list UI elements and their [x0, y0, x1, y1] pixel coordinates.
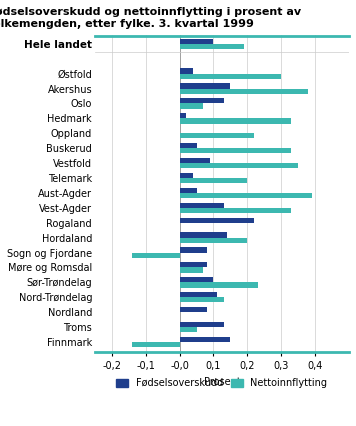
Bar [179, 133, 254, 138]
Bar [179, 238, 247, 243]
Bar [179, 203, 224, 208]
Bar [179, 74, 281, 79]
Bar [179, 163, 298, 168]
Bar [179, 233, 227, 238]
Bar [179, 193, 312, 198]
Bar [179, 208, 292, 213]
Bar [179, 104, 203, 109]
Bar [179, 277, 214, 282]
Bar [179, 98, 224, 104]
Bar [179, 282, 257, 288]
X-axis label: Prosent: Prosent [204, 377, 240, 387]
Bar [179, 44, 244, 49]
Bar [179, 143, 197, 148]
Bar [179, 337, 230, 342]
Bar [179, 292, 217, 297]
Bar [179, 322, 224, 327]
Bar [179, 39, 214, 44]
Bar [179, 69, 193, 74]
Bar [132, 342, 179, 347]
Bar [179, 188, 197, 193]
Bar [179, 118, 292, 124]
Bar [179, 297, 224, 302]
Bar [179, 148, 292, 153]
Bar [179, 158, 210, 163]
Bar [179, 218, 254, 223]
Bar [179, 89, 308, 94]
Legend: Fødselsoverskudd, Nettoinnflytting: Fødselsoverskudd, Nettoinnflytting [112, 374, 331, 392]
Bar [179, 113, 186, 118]
Bar [179, 83, 230, 89]
Bar [179, 173, 193, 178]
Bar [179, 262, 207, 268]
Bar [179, 327, 197, 332]
Bar [132, 253, 179, 258]
Bar [179, 307, 207, 312]
Bar [179, 178, 247, 183]
Bar [179, 268, 203, 273]
Text: Fødselsoverskudd og nettoinnflytting i prosent av
folkemengden, etter fylke. 3. : Fødselsoverskudd og nettoinnflytting i p… [0, 7, 301, 29]
Bar [179, 248, 207, 253]
